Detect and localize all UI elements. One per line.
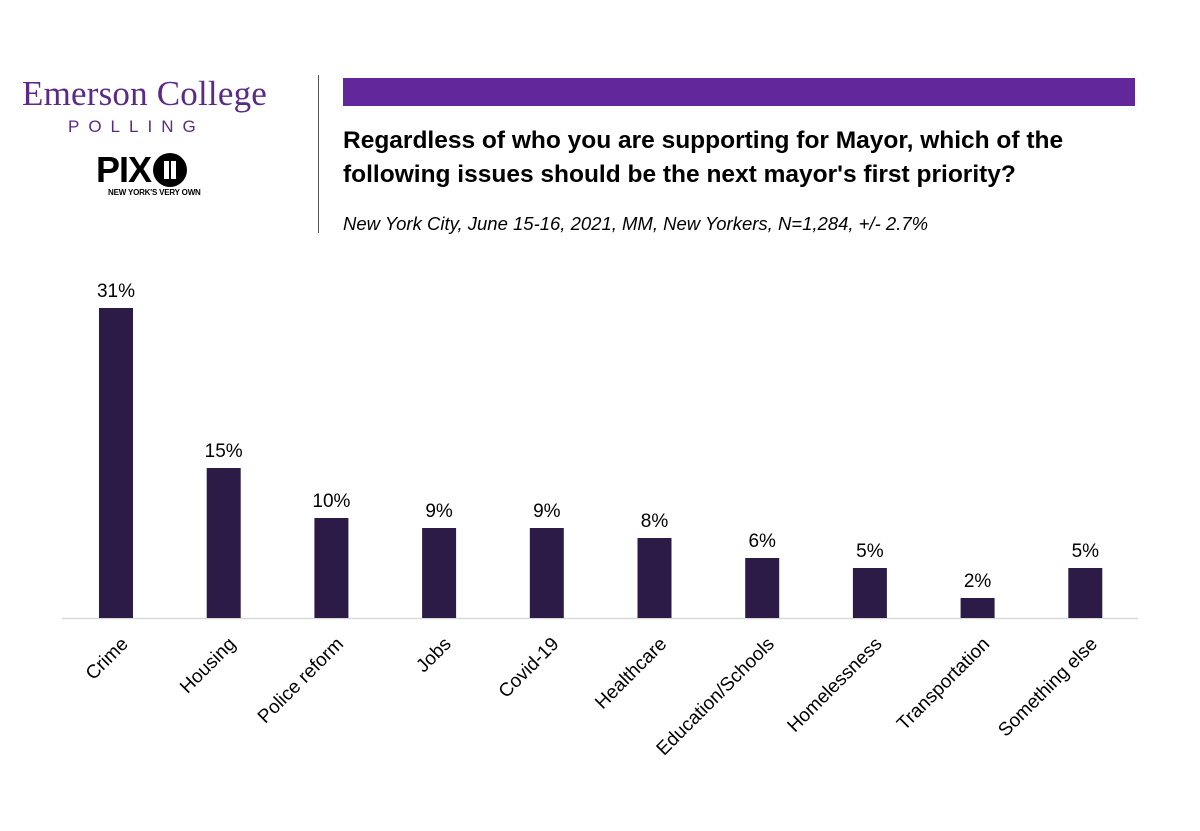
pix11-logo-text: PIX [96,149,152,190]
x-tick-label: Something else [994,634,1101,741]
bar [637,538,672,618]
pix11-tagline: NEW YORK'S VERY OWN [108,188,201,197]
data-label: 5% [856,541,884,562]
bar [1068,568,1103,618]
chart-title: Regardless of who you are supporting for… [343,127,1064,188]
x-tick-label: Crime [82,634,133,685]
pix11-logo: PIX [96,149,188,190]
emerson-college-logo: Emerson College [22,74,268,113]
accent-bar [343,78,1135,106]
bar [314,518,349,618]
data-label: 2% [964,571,992,592]
x-tick-label: Covid-19 [495,634,564,703]
bar [206,468,241,618]
data-label: 9% [533,501,561,522]
data-label: 31% [97,281,135,302]
bar [852,568,887,618]
x-tick-label: Homelessness [784,634,887,737]
bar [422,528,457,618]
x-tick-label: Jobs [412,634,455,677]
polling-logo-text: POLLING [68,117,205,136]
data-label: 5% [1072,541,1100,562]
bar [745,558,780,618]
header-divider [318,75,319,233]
data-label: 6% [748,531,776,552]
bar [529,528,564,618]
bar [960,598,995,618]
x-tick-label: Healthcare [591,634,671,714]
chart-subtitle: New York City, June 15-16, 2021, MM, New… [343,213,929,234]
data-label: 15% [205,441,243,462]
x-tick-label: Housing [176,634,240,698]
data-label: 8% [641,511,669,532]
x-tick-label: Police reform [254,634,348,728]
x-tick-label: Education/Schools [653,634,779,760]
data-label: 10% [312,491,350,512]
data-label: 9% [425,501,453,522]
pix11-eleven-icon [153,153,188,187]
bar [99,308,133,618]
x-tick-label: Transportation [893,634,994,735]
